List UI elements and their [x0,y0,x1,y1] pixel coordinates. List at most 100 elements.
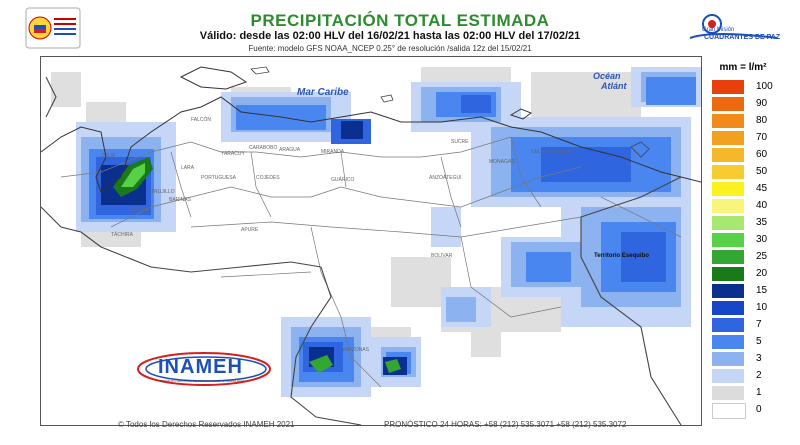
legend-label: 2 [756,370,762,381]
region-label: DELTA AMACURO [531,149,573,155]
region-label: APURE [241,227,259,233]
region-label: PORTUGUESA [201,175,236,181]
region-label: AMAZONAS [341,347,370,353]
forecast-contact: PRONÓSTICO 24 HORAS: +58 (212) 535.3071 … [384,420,627,429]
territory-label: Territorio Esequibo [594,253,649,259]
legend-item: 20 [712,267,778,281]
rain-20-30mm-areas [113,157,401,373]
legend-label: 30 [756,234,768,245]
legend-swatch [712,250,744,264]
legend-label: 7 [756,319,762,330]
region-label: YARACUY [221,151,245,157]
legend-swatch [712,165,744,179]
legend-label: 80 [756,115,768,126]
legend-item: 80 [712,114,778,128]
region-label: FALCÓN [191,117,212,123]
legend-item: 100 [712,80,778,94]
cuadrantes-de-paz-logo: Gran Misión CUADRANTES DE PAZ [682,8,782,48]
legend-item: 50 [712,165,778,179]
inameh-subtext: INSTITUTO NACIONAL DE METEOROLOGÍA E HID… [160,379,245,383]
legend-swatch [712,216,744,230]
precipitation-map: Mar Caribe Océan Atlánt Territorio Esequ… [40,56,702,426]
validity-period: Válido: desde las 02:00 HLV del 16/02/21… [199,30,581,42]
region-label: BOLÍVAR [431,253,453,259]
data-source: Fuente: modelo GFS NOAA_NCEP 0.25° de re… [248,44,532,53]
copyright-notice: © Todos los Derechos Reservados INAMEH 2… [118,420,295,429]
precipitation-legend: mm = l/m² 100 90 80 70 60 50 45 40 35 30 25 20 15 10 7… [708,62,778,422]
legend-label: 20 [756,268,768,279]
legend-swatch [712,199,744,213]
coastline [41,66,701,193]
region-label: ZULIA [101,153,116,159]
caribbean-sea-label: Mar Caribe [297,87,349,98]
legend-swatch [712,284,744,298]
legend-item: 7 [712,318,778,332]
region-label: BARINAS [169,197,191,203]
legend-label: 50 [756,166,768,177]
legend-label: 15 [756,285,768,296]
legend-item: 25 [712,250,778,264]
region-label: ANZOÁTEGUI [429,175,462,181]
legend-item: 40 [712,199,778,213]
legend-swatch [712,335,744,349]
atlantic-ocean-label-1: Océan [593,71,621,81]
region-label: SUCRE [451,139,469,145]
legend-label: 70 [756,132,768,143]
legend-swatch [712,114,744,128]
legend-swatch [712,267,744,281]
legend-item: 15 [712,284,778,298]
government-logo [22,6,84,50]
legend-unit: mm = l/m² [719,62,767,73]
state-borders [60,136,682,388]
legend-label: 100 [756,81,773,92]
map-title: PRECIPITACIÓN TOTAL ESTIMADA [250,11,550,30]
legend-swatch [712,148,744,162]
atlantic-ocean-label-2: Atlánt [601,81,627,91]
legend-label: 3 [756,353,762,364]
legend-item: 60 [712,148,778,162]
region-label: ARAGUA [279,147,301,153]
region-label: CARABOBO [249,145,278,151]
legend-label: 25 [756,251,768,262]
region-label: GUÁRICO [331,177,355,183]
header: PRECIPITACIÓN TOTAL ESTIMADA Válido: des… [0,0,800,56]
islands [250,66,650,158]
legend-swatch [712,301,744,315]
legend-swatch [712,97,744,111]
legend-item: 2 [712,369,778,383]
legend-label: 60 [756,149,768,160]
logo-text-top: Gran Misión [702,27,735,33]
legend-label: 35 [756,217,768,228]
legend-label: 10 [756,302,768,313]
legend-item: 10 [712,301,778,315]
legend-item: 3 [712,352,778,366]
legend-item: 1 [712,386,778,400]
legend-label: 40 [756,200,768,211]
inameh-text: INAMEH [158,356,243,378]
legend-label: 0 [756,404,762,415]
legend-swatch [712,182,744,196]
legend-swatch [712,352,744,366]
national-borders [41,76,682,425]
inameh-logo: INAMEH INSTITUTO NACIONAL DE METEOROLOGÍ… [136,351,276,389]
legend-label: 5 [756,336,762,347]
region-label: TÁCHIRA [111,232,133,238]
legend-swatch [712,369,744,383]
region-label: TRUJILLO [151,189,175,195]
legend-swatch [712,403,746,419]
legend-swatch [712,233,744,247]
legend-item: 45 [712,182,778,196]
legend-label: 90 [756,98,768,109]
legend-swatch [712,318,744,332]
region-label: MIRANDA [321,149,345,155]
logo-text-main: CUADRANTES DE PAZ [704,34,781,41]
legend-item: 5 [712,335,778,349]
legend-swatch [712,386,744,400]
legend-item: 0 [712,403,778,419]
region-label: LARA [181,165,195,171]
legend-item: 90 [712,97,778,111]
legend-item: 35 [712,216,778,230]
region-label: MONAGAS [489,159,515,165]
legend-label: 1 [756,387,762,398]
region-label: COJEDES [256,175,280,181]
